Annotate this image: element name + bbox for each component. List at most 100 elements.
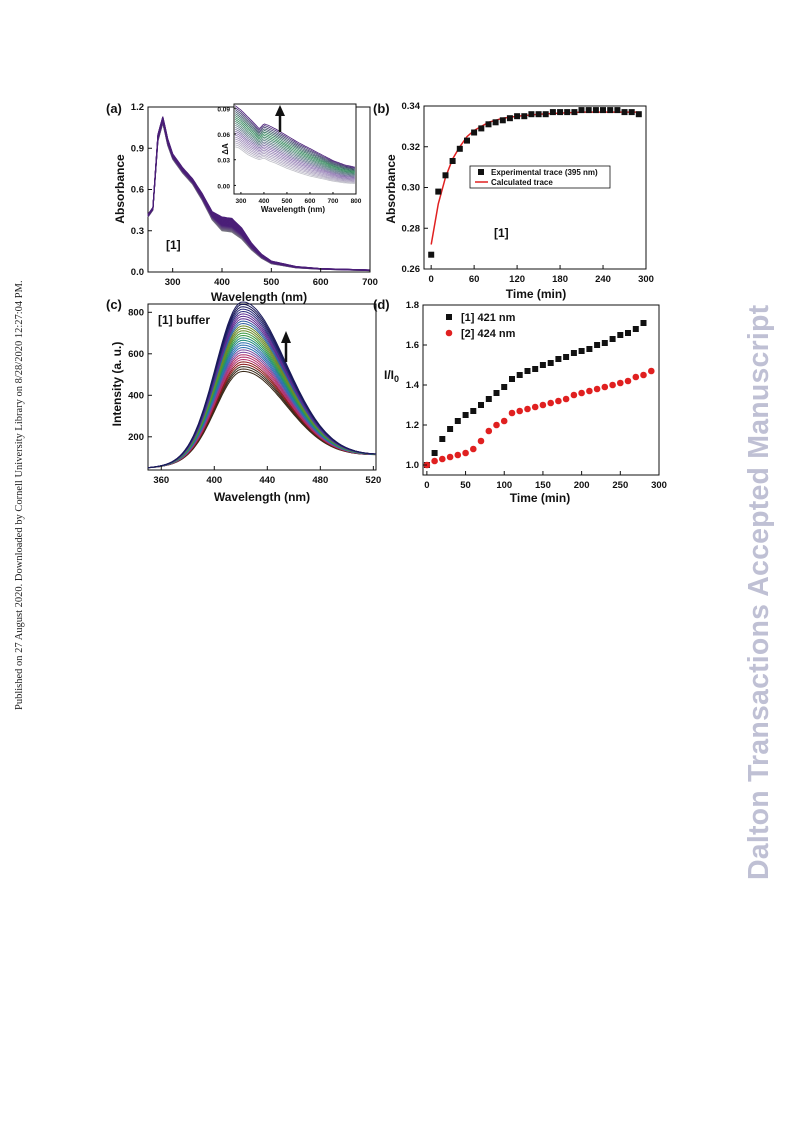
series2-point bbox=[493, 421, 500, 429]
experimental-point bbox=[442, 172, 449, 179]
x-tick-label: 800 bbox=[351, 198, 362, 205]
y-tick-label: 0.26 bbox=[402, 264, 421, 275]
series2-point bbox=[648, 367, 655, 375]
x-tick-label: 120 bbox=[509, 274, 525, 285]
series2-point bbox=[547, 399, 554, 407]
emission-spectrum bbox=[147, 358, 377, 469]
series1-point bbox=[547, 360, 554, 366]
series2-point bbox=[500, 417, 508, 425]
difference-spectrum bbox=[235, 121, 355, 174]
experimental-point bbox=[600, 107, 606, 114]
panel-d: (d) 0 50 100 150 200 250 300 1.0 1.2 1.4 1.6 1.8 Ti… bbox=[373, 297, 667, 505]
legend-marker-square bbox=[478, 169, 484, 175]
series1-point bbox=[617, 332, 624, 338]
absorbance-spectrum bbox=[147, 116, 370, 271]
emission-spectrum bbox=[147, 356, 377, 469]
difference-spectrum bbox=[235, 130, 355, 178]
y-tick-label: 1.2 bbox=[406, 420, 419, 431]
experimental-point bbox=[435, 188, 442, 195]
experimental-point bbox=[485, 121, 492, 128]
panel-d-label: (d) bbox=[373, 297, 390, 312]
series1-point bbox=[447, 426, 454, 432]
difference-spectrum bbox=[235, 136, 355, 181]
x-tick-label: 700 bbox=[328, 198, 339, 205]
series2-point bbox=[632, 373, 640, 381]
y-tick-label: 0.34 bbox=[402, 101, 421, 112]
y-tick-label: 1.0 bbox=[406, 460, 419, 471]
experimental-point bbox=[585, 107, 592, 114]
x-tick-label: 200 bbox=[574, 480, 590, 491]
y-tick-label: 0.09 bbox=[217, 106, 230, 113]
panel-a-ylabel: Absorbance bbox=[113, 154, 127, 224]
series1-point bbox=[516, 372, 523, 378]
difference-spectrum bbox=[235, 122, 355, 175]
series2-point bbox=[462, 449, 469, 457]
y-tick-label: 400 bbox=[128, 390, 144, 401]
emission-spectrum bbox=[147, 366, 376, 469]
series1-point bbox=[586, 346, 593, 352]
emission-spectrum bbox=[147, 308, 377, 469]
series1-point bbox=[509, 376, 515, 382]
series2-point bbox=[439, 455, 446, 463]
difference-spectrum bbox=[235, 138, 355, 181]
panel-c-ticks: 360 400 440 480 520 200 400 600 800 bbox=[128, 307, 381, 486]
y-tick-label: 0.03 bbox=[217, 158, 230, 165]
difference-spectrum bbox=[235, 132, 355, 179]
x-tick-label: 0 bbox=[424, 480, 429, 491]
emission-spectrum bbox=[147, 306, 377, 469]
x-tick-label: 400 bbox=[214, 277, 230, 288]
panel-a-ticks: 300 400 500 600 700 0.0 0.3 0.6 0.9 1.2 bbox=[131, 102, 378, 288]
x-tick-label: 300 bbox=[235, 198, 246, 205]
inset-ticks: 300 400 500 600 700 800 0.00 0.03 0.06 0.09 bbox=[217, 106, 361, 205]
x-tick-label: 250 bbox=[612, 480, 628, 491]
panel-b-legend-box bbox=[469, 165, 611, 189]
panel-a-inset: 300 400 500 600 700 800 0.00 0.03 0.06 0.09 Wavel… bbox=[217, 103, 362, 214]
panel-d-xlabel: Time (min) bbox=[510, 491, 570, 505]
panel-d-ylabel: I/I0 bbox=[384, 368, 399, 384]
series2-point bbox=[531, 403, 539, 411]
y-tick-label: 0.06 bbox=[217, 132, 230, 139]
panel-a-spectra bbox=[147, 116, 371, 272]
panel-b: (b) 0 60 120 180 240 3000.260.280.300.320.34 … bbox=[373, 101, 654, 301]
inset-ylabel: ΔA bbox=[221, 143, 230, 155]
difference-spectrum bbox=[234, 119, 355, 174]
experimental-point bbox=[557, 109, 564, 116]
panel-b-xlabel: Time (min) bbox=[506, 287, 566, 301]
y-tick-label: 0.6 bbox=[131, 185, 144, 196]
experimental-point bbox=[614, 107, 621, 114]
panel-c: (c) 360 400 440 480 520 200 400 600 800 Waveleng… bbox=[106, 297, 381, 504]
series1-point bbox=[632, 326, 639, 332]
y-tick-label: 0.32 bbox=[402, 142, 421, 153]
series2-point bbox=[485, 427, 493, 435]
difference-spectrum bbox=[235, 128, 355, 177]
series2-point bbox=[578, 389, 585, 397]
series1-point bbox=[609, 336, 616, 342]
experimental-point bbox=[528, 111, 535, 118]
experimental-point bbox=[499, 117, 506, 124]
panel-d-ticks: 0 50 100 150 200 250 300 1.0 1.2 1.4 1.6 1.8 bbox=[406, 300, 667, 491]
series2-point bbox=[454, 451, 462, 459]
experimental-point bbox=[492, 119, 499, 126]
panel-d-frame bbox=[422, 304, 660, 476]
panel-b-annotation: [1] bbox=[494, 226, 509, 240]
series2-point bbox=[477, 437, 485, 445]
panel-b-label: (b) bbox=[373, 101, 390, 116]
difference-spectrum bbox=[235, 140, 355, 182]
series2-point bbox=[624, 377, 632, 385]
difference-spectrum bbox=[235, 124, 355, 176]
difference-spectrum bbox=[235, 144, 355, 184]
panel-c-ylabel: Intensity (a. u.) bbox=[110, 342, 124, 427]
experimental-point bbox=[607, 107, 614, 114]
difference-spectrum bbox=[235, 142, 355, 183]
experimental-point bbox=[449, 158, 456, 164]
x-tick-label: 50 bbox=[460, 480, 471, 491]
experimental-point bbox=[464, 137, 470, 144]
x-tick-label: 0 bbox=[429, 274, 434, 285]
x-tick-label: 240 bbox=[595, 274, 611, 285]
inset-arrow-icon bbox=[275, 105, 285, 132]
experimental-point bbox=[571, 109, 578, 116]
x-tick-label: 360 bbox=[153, 475, 169, 486]
series2-point bbox=[593, 385, 601, 393]
